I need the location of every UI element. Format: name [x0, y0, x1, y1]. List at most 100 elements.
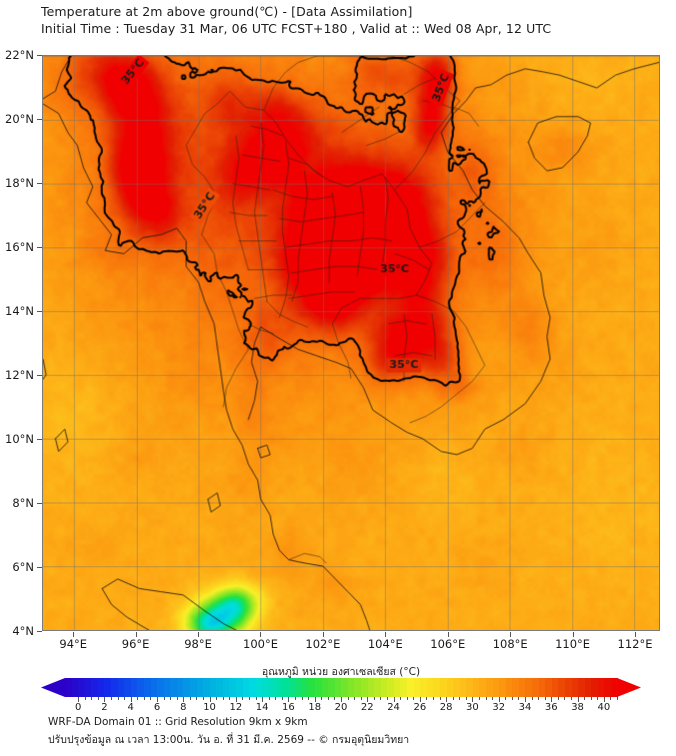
longitude-tick	[635, 632, 637, 637]
colorbar-tick	[472, 697, 474, 702]
colorbar-segment	[282, 678, 289, 697]
colorbar-ticks: 0 2 4 6 8 10 12 14 16 18 20 22 24 26 28 30 32 34 36 38 40	[65, 697, 618, 713]
latitude-tick	[37, 119, 42, 120]
colorbar-tick	[301, 697, 303, 700]
colorbar-tick-label: 38	[571, 702, 584, 713]
colorbar-tick-label: 18	[308, 702, 322, 713]
colorbar-segment	[492, 678, 500, 697]
colorbar-tick	[176, 697, 178, 700]
colorbar-tick	[367, 697, 369, 702]
colorbar-tick-label: 6	[153, 702, 161, 713]
colorbar-segment	[407, 678, 414, 697]
latitude-tick	[37, 503, 42, 504]
colorbar-segment	[505, 678, 513, 697]
colorbar-tick	[255, 697, 257, 700]
colorbar-segment	[117, 678, 125, 697]
colorbar-segment	[130, 678, 138, 697]
colorbar-segment	[499, 678, 506, 697]
longitude-tick-label: 112°E	[617, 637, 653, 651]
colorbar-segment	[104, 678, 112, 697]
latitude-tick	[37, 375, 42, 376]
longitude-tick	[385, 632, 387, 637]
colorbar-tick	[235, 697, 237, 702]
colorbar-tick	[314, 697, 316, 702]
colorbar-segment	[354, 678, 362, 697]
longitude-tick	[73, 632, 75, 637]
colorbar-segment	[551, 678, 559, 697]
colorbar-gradient	[65, 678, 618, 697]
colorbar-segment	[564, 678, 572, 697]
colorbar-segment	[249, 678, 256, 697]
colorbar-segment	[466, 678, 473, 697]
colorbar-tick	[360, 697, 362, 700]
colorbar-tick	[485, 697, 487, 700]
colorbar-segment	[446, 678, 454, 697]
colorbar-segment	[150, 678, 158, 697]
colorbar-tick	[189, 697, 191, 700]
colorbar-tick	[308, 697, 310, 700]
colorbar-strip	[41, 678, 641, 697]
colorbar-over-arrow-icon	[617, 678, 641, 697]
colorbar-segment	[84, 678, 92, 697]
latitude-tick-label: 22°N	[5, 48, 34, 62]
colorbar-segment	[597, 678, 605, 697]
colorbar-tick-label: 12	[229, 702, 243, 713]
longitude-tick	[572, 632, 574, 637]
latitude-tick-label: 10°N	[5, 432, 34, 446]
colorbar-segment	[604, 678, 611, 697]
colorbar-tick	[584, 697, 586, 700]
colorbar-segment	[209, 678, 217, 697]
colorbar-tick	[452, 697, 454, 700]
colorbar-segment	[361, 678, 368, 697]
colorbar-tick-label: 22	[360, 702, 374, 713]
colorbar-tick	[295, 697, 296, 700]
colorbar-tick	[222, 697, 224, 700]
colorbar-tick	[439, 697, 441, 700]
colorbar-segment	[347, 678, 355, 697]
colorbar-tick	[157, 697, 158, 702]
colorbar-tick	[518, 697, 520, 700]
colorbar-segment	[328, 678, 335, 697]
colorbar-tick	[511, 697, 513, 700]
colorbar-tick-label: 0	[74, 702, 82, 713]
colorbar-segment	[189, 678, 197, 697]
colorbar-segment	[262, 678, 269, 697]
colorbar-segment	[453, 678, 460, 697]
colorbar-tick	[380, 697, 382, 700]
colorbar-tick	[538, 697, 540, 700]
colorbar-tick	[525, 697, 526, 702]
latitude-tick	[37, 567, 42, 568]
colorbar-tick	[327, 697, 329, 700]
colorbar-segment	[176, 678, 184, 697]
colorbar-tick	[590, 697, 592, 700]
colorbar-segment	[545, 678, 552, 697]
longitude-tick-label: 94°E	[59, 637, 88, 651]
colorbar-tick	[130, 697, 132, 702]
longitude-tick-label: 108°E	[492, 637, 528, 651]
figure-subtitle: Initial Time : Tuesday 31 Mar, 06 UTC FC…	[41, 20, 552, 36]
colorbar-tick	[426, 697, 428, 700]
latitude-axis: 4°N 6°N 8°N 10°N 12°N 14°N 16°N 18°N 20°N 22°N	[0, 48, 42, 638]
colorbar-segment	[439, 678, 447, 697]
colorbar-segment	[236, 678, 243, 697]
colorbar-tick	[249, 697, 250, 700]
colorbar-segment	[459, 678, 467, 697]
colorbar-tick	[104, 697, 106, 702]
colorbar-tick	[137, 697, 139, 700]
colorbar-tick-label: 40	[597, 702, 611, 713]
colorbar-tick	[617, 697, 618, 700]
colorbar-segment	[591, 678, 598, 697]
colorbar-segment	[111, 678, 118, 697]
colorbar-tick	[196, 697, 198, 700]
colorbar-segment	[143, 678, 151, 697]
colorbar-segment	[314, 678, 322, 697]
colorbar-segment	[433, 678, 440, 697]
footer-line-model: WRF-DA Domain 01 :: Grid Resolution 9km …	[48, 716, 308, 728]
longitude-axis: 94°E 96°E 98°E 100°E 102°E 104°E 106°E 108°E 110…	[42, 632, 660, 652]
colorbar-segment	[170, 678, 177, 697]
colorbar-tick	[203, 697, 204, 700]
colorbar-title: อุณหภูมิ หน่วย องศาเซลเซียส (°C)	[261, 666, 421, 678]
colorbar-segment	[413, 678, 421, 697]
colorbar-segment	[216, 678, 223, 697]
